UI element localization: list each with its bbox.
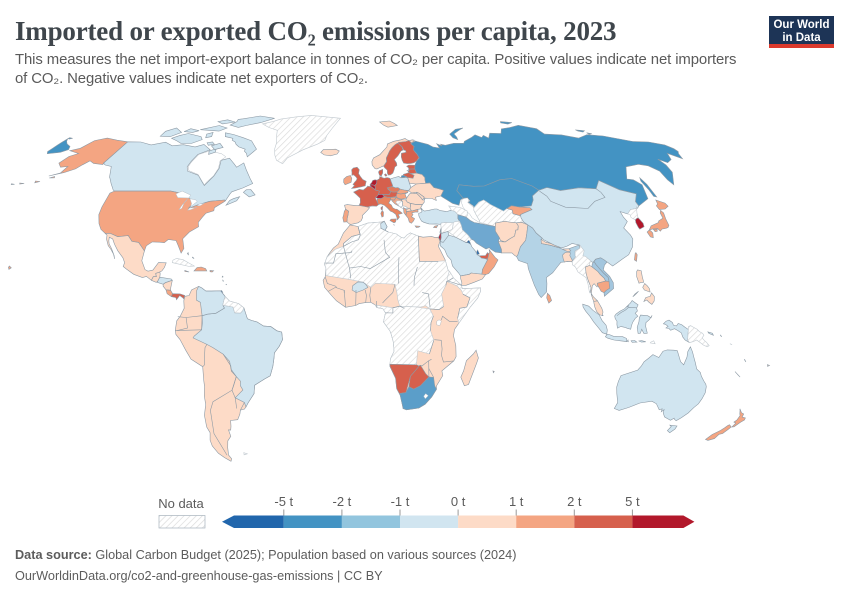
svg-text:-5 t: -5 t — [274, 494, 293, 509]
svg-text:No data: No data — [158, 496, 204, 511]
svg-text:5 t: 5 t — [625, 494, 640, 509]
svg-text:-1 t: -1 t — [391, 494, 410, 509]
svg-text:1 t: 1 t — [509, 494, 524, 509]
svg-text:0 t: 0 t — [451, 494, 466, 509]
svg-text:-2 t: -2 t — [333, 494, 352, 509]
svg-text:2 t: 2 t — [567, 494, 582, 509]
